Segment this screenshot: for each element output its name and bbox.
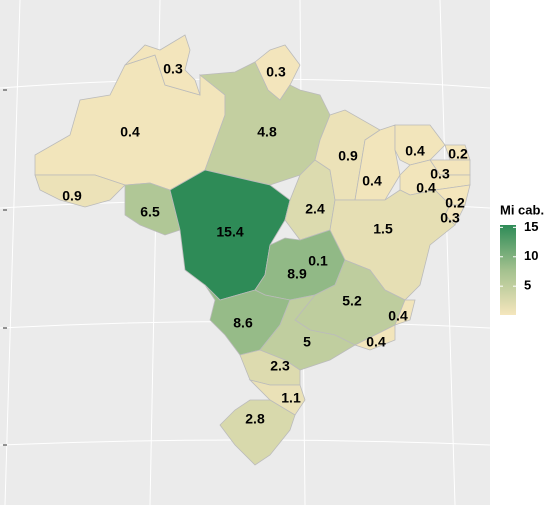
region <box>124 182 181 236</box>
graticule-line <box>439 0 456 506</box>
value-label: 0.3 <box>266 64 286 80</box>
value-label: 0.3 <box>440 210 460 226</box>
value-label: 0.2 <box>445 195 465 211</box>
colorbar <box>500 225 516 315</box>
region <box>34 174 126 208</box>
region <box>219 399 296 466</box>
region <box>124 34 201 96</box>
regions <box>34 34 471 466</box>
value-label: 0.3 <box>163 61 183 77</box>
value-label: 5.2 <box>342 293 362 309</box>
value-label: 5 <box>303 334 311 350</box>
value-label: 2.3 <box>270 358 290 374</box>
value-label: 0.9 <box>62 188 82 204</box>
region <box>353 324 396 351</box>
legend: Mi cab. 5 10 15 <box>500 202 544 315</box>
value-label: 0.4 <box>366 334 386 350</box>
value-label: 0.4 <box>405 143 425 159</box>
value-label: 0.3 <box>430 166 450 182</box>
value-label: 2.8 <box>245 411 265 427</box>
value-label: 15.4 <box>216 224 243 240</box>
colorbar-label: 5 <box>524 278 531 293</box>
value-label: 1.1 <box>281 390 301 406</box>
region <box>259 294 356 371</box>
value-label: 8.6 <box>233 315 253 331</box>
axis-ticks <box>3 89 7 446</box>
labels: 0.40.3 0.34.80.96.515.42.40.90.40.4 0.20.3… <box>62 61 468 427</box>
legend-title: Mi cab. <box>500 202 544 217</box>
value-label: 4.8 <box>257 124 277 140</box>
region <box>394 299 416 326</box>
value-label: 0.9 <box>338 148 358 164</box>
colorbar-label: 15 <box>524 219 538 234</box>
value-label: 0.4 <box>388 308 408 324</box>
value-label: 0.4 <box>120 124 140 140</box>
graticule-line <box>4 0 21 506</box>
value-label: 0.1 <box>308 253 328 269</box>
value-label: 0.4 <box>362 173 382 189</box>
value-label: 0.2 <box>448 146 468 162</box>
colorbar-label: 10 <box>524 248 538 263</box>
value-label: 8.9 <box>287 266 307 282</box>
value-label: 2.4 <box>305 201 325 217</box>
value-label: 1.5 <box>373 221 393 237</box>
value-label: 0.4 <box>416 180 436 196</box>
value-label: 6.5 <box>140 204 160 220</box>
